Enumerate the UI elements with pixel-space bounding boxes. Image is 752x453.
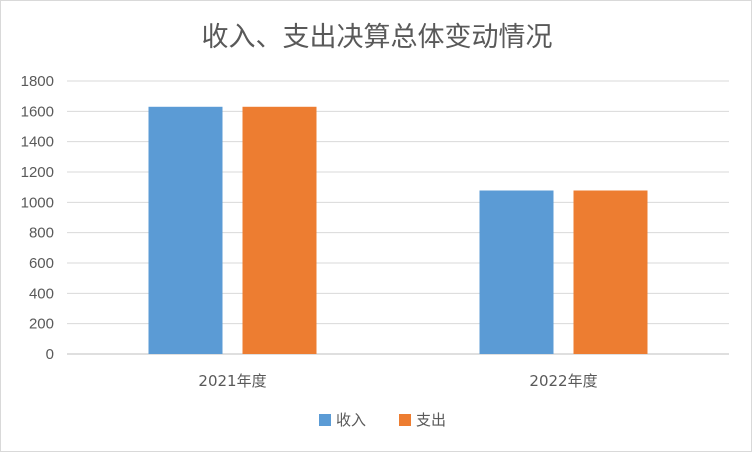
y-tick-label: 200	[29, 316, 54, 333]
y-tick-label: 1200	[21, 164, 54, 181]
bars	[148, 106, 648, 355]
bar-expense-1	[242, 106, 317, 355]
y-axis-ticks: 0 200 400 600 800 1000 1200 1400 1600 1800	[21, 73, 54, 363]
x-category-label: 2022年度	[529, 372, 597, 390]
bar-income-1	[148, 106, 223, 355]
legend-label: 收入	[336, 411, 366, 429]
y-tick-label: 800	[29, 225, 54, 242]
y-tick-label: 1000	[21, 194, 54, 211]
bar-expense-2	[573, 190, 648, 354]
y-tick-label: 600	[29, 255, 54, 272]
x-axis-categories: 2021年度 2022年度	[198, 372, 597, 390]
bar-income-2	[479, 190, 554, 354]
y-tick-label: 400	[29, 285, 54, 302]
legend-label: 支出	[416, 411, 446, 429]
y-tick-label: 1600	[21, 103, 54, 120]
y-tick-label: 1400	[21, 134, 54, 151]
legend-swatch	[319, 414, 331, 426]
chart-title: 收入、支出决算总体变动情况	[202, 22, 553, 53]
y-tick-label: 0	[46, 346, 54, 363]
legend: 收入 支出	[319, 411, 446, 429]
y-tick-label: 1800	[21, 73, 54, 90]
x-category-label: 2021年度	[198, 372, 266, 390]
legend-swatch	[399, 414, 411, 426]
